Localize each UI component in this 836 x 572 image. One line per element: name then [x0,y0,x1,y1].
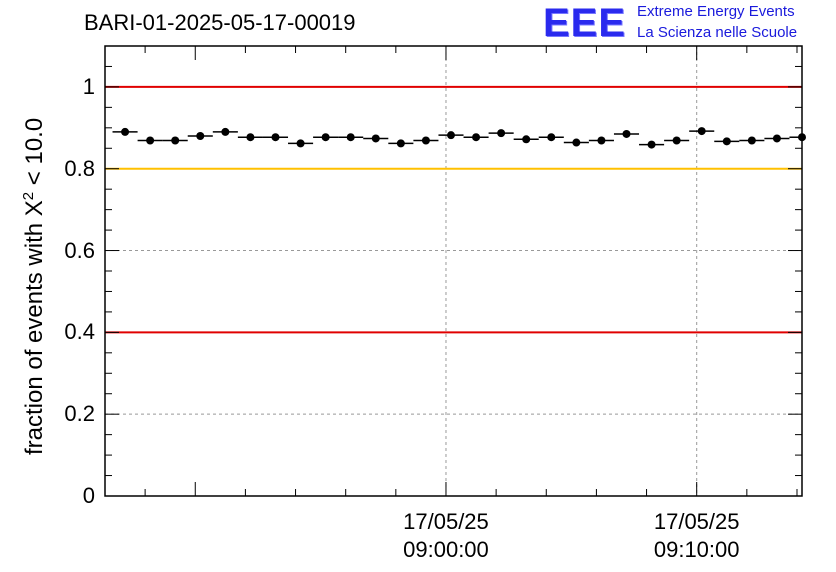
data-point-21 [647,140,656,149]
data-point-6 [271,133,280,142]
data-point-17 [547,133,556,142]
data-point-7 [296,139,305,148]
y-tick-label-2: 0.4 [64,319,95,345]
data-point-15 [497,129,506,138]
x-tick-label-1: 17/05/25 09:10:00 [617,508,777,564]
data-point-12 [421,136,430,145]
x-tick-time: 09:10:00 [653,537,740,562]
data-point-16 [522,135,531,144]
y-tick-label-1: 0.2 [64,401,95,427]
data-point-24 [722,137,731,146]
data-point-0 [121,127,130,136]
data-point-3 [196,132,205,140]
eee-logo-mark: EEE [543,1,627,45]
data-point-5 [246,133,255,142]
x-tick-time: 09:00:00 [403,537,489,562]
data-point-27 [798,133,806,142]
data-point-19 [597,136,606,145]
data-point-9 [346,133,355,142]
plot-frame [104,45,803,497]
data-point-18 [572,138,581,147]
x-tick-label-0: 17/05/25 09:00:00 [366,508,526,564]
y-tick-label-0: 0 [82,483,95,508]
data-point-14 [472,133,481,142]
x-tick-date: 17/05/25 [403,509,489,534]
y-tick-label-5: 1 [82,73,95,99]
data-point-23 [697,127,706,136]
logo-line-2: La Scienza nelle Scuole [637,24,798,41]
data-point-20 [622,129,631,138]
data-point-4 [221,127,230,136]
data-point-10 [371,134,380,143]
x-tick-date: 17/05/25 [653,509,740,534]
data-point-8 [321,133,330,142]
chart-title: BARI-01-2025-05-17-00019 [84,10,356,35]
logo-line-1: Extreme Energy Events [637,3,795,20]
data-point-26 [772,134,781,143]
data-point-2 [171,136,180,145]
y-tick-label-3: 0.6 [64,237,95,263]
data-point-25 [747,136,756,145]
data-point-22 [672,136,681,145]
data-point-11 [396,139,405,148]
y-tick-label-4: 0.8 [64,155,95,181]
data-point-1 [146,136,155,145]
data-point-13 [446,131,455,140]
